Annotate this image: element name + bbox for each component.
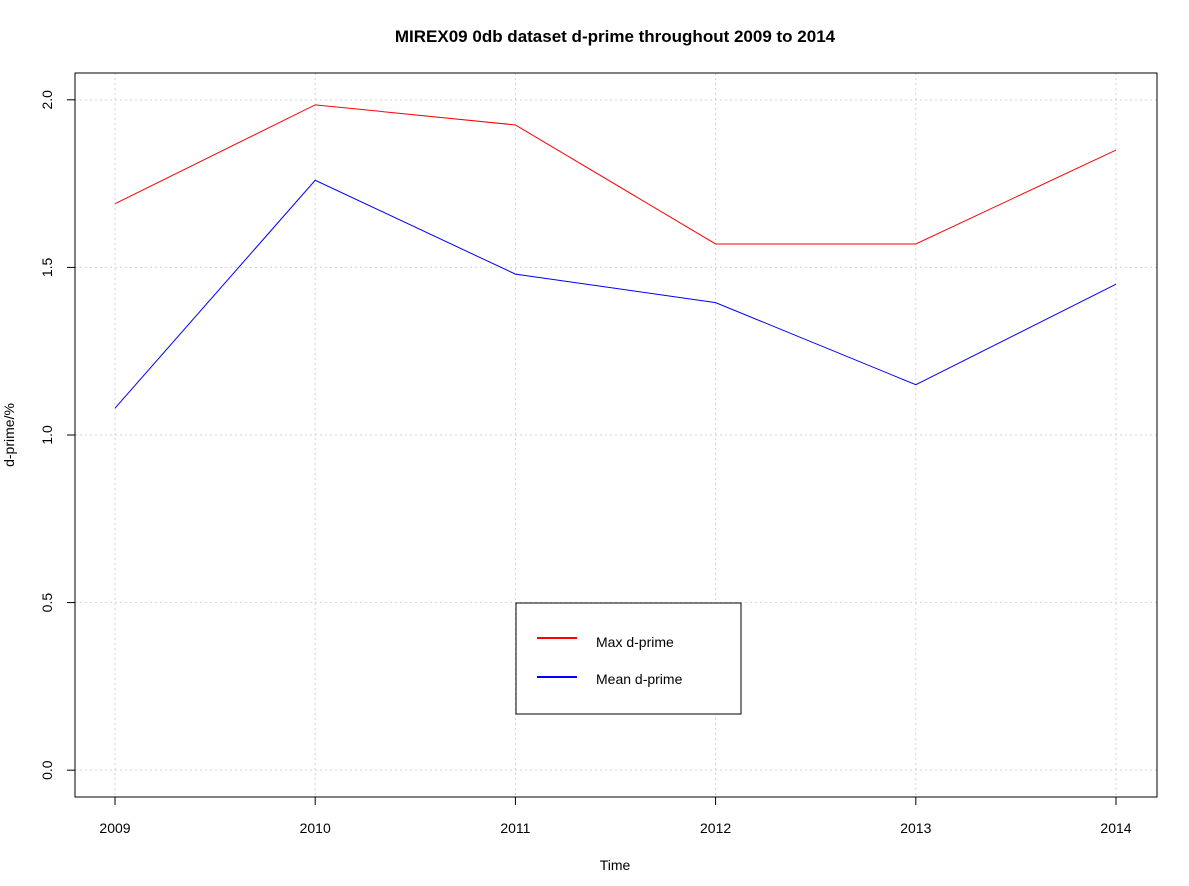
series-line-max bbox=[114, 104, 1117, 245]
x-tick-label: 2009 bbox=[99, 820, 130, 836]
y-tick-label: 2.0 bbox=[39, 90, 55, 110]
x-tick-label: 2010 bbox=[300, 820, 331, 836]
legend-label-mean: Mean d-prime bbox=[596, 671, 683, 687]
y-axis: 0.0 0.5 1.0 1.5 2.0 bbox=[39, 90, 75, 780]
legend-box bbox=[515, 602, 742, 715]
x-tick-label: 2011 bbox=[500, 820, 530, 836]
series-layer bbox=[114, 104, 1117, 409]
y-tick-label: 0.5 bbox=[39, 593, 55, 613]
legend-label-max: Max d-prime bbox=[596, 634, 674, 650]
x-tick-label: 2012 bbox=[700, 820, 731, 836]
chart-title: MIREX09 0db dataset d-prime throughout 2… bbox=[395, 27, 836, 46]
x-axis: 2009 2010 2011 2012 2013 2014 bbox=[99, 797, 1132, 836]
x-tick-label: 2014 bbox=[1100, 820, 1131, 836]
y-tick-label: 1.0 bbox=[39, 425, 55, 445]
legend: Max d-prime Mean d-prime bbox=[515, 602, 742, 715]
y-tick-label: 0.0 bbox=[39, 760, 55, 780]
y-tick-label: 1.5 bbox=[39, 257, 55, 277]
x-tick-label: 2013 bbox=[900, 820, 931, 836]
x-axis-label: Time bbox=[600, 857, 631, 873]
y-axis-label: d-prime/% bbox=[1, 403, 17, 467]
series-line-mean bbox=[114, 179, 1117, 409]
